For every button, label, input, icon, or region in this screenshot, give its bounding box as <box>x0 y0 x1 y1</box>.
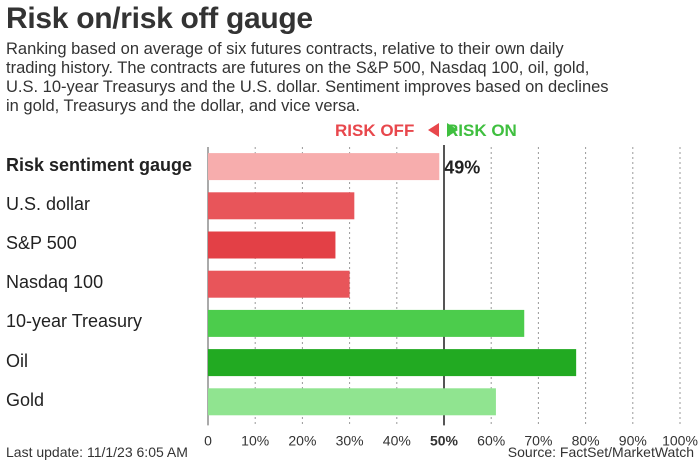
bar <box>208 231 336 259</box>
bar <box>208 192 355 220</box>
chart-subtitle: Ranking based on average of six futures … <box>6 40 696 116</box>
x-tick-label: 60% <box>477 432 505 448</box>
subtitle-line: U.S. 10-year Treasurys and the U.S. doll… <box>6 78 609 96</box>
x-tick-label: 0 <box>204 432 212 448</box>
x-tick-label: 20% <box>288 432 316 448</box>
subtitle-line: Ranking based on average of six futures … <box>6 40 564 58</box>
legend-risk-on: RISK ON <box>446 121 517 140</box>
x-tick-label: 70% <box>524 432 552 448</box>
source-note: Source: FactSet/MarketWatch <box>507 444 694 460</box>
category-label: Nasdaq 100 <box>6 272 104 293</box>
category-label: 10-year Treasury <box>6 311 143 332</box>
x-tick-label: 40% <box>383 432 411 448</box>
category-label: S&P 500 <box>6 233 77 253</box>
x-tick-label: 80% <box>572 432 600 448</box>
arrow-left-icon <box>428 123 439 137</box>
legend-risk-off: RISK OFF <box>335 121 415 140</box>
x-tick-label: 50% <box>430 432 459 448</box>
x-tick-label: 100% <box>662 432 698 448</box>
category-label: Gold <box>6 389 45 410</box>
subtitle-line: trading history. The contracts are futur… <box>6 59 590 77</box>
bar <box>208 388 496 416</box>
bar <box>208 309 525 337</box>
category-label: Oil <box>6 350 28 371</box>
subtitle-line: in gold, Treasurys and the dollar, and v… <box>6 97 361 115</box>
x-tick-label: 10% <box>241 432 269 448</box>
bar <box>208 153 440 181</box>
category-label: Risk sentiment gauge <box>6 154 193 175</box>
x-tick-label: 30% <box>336 432 364 448</box>
chart-title: Risk on/risk off gauge <box>6 2 313 35</box>
last-update: Last update: 11/1/23 6:05 AM <box>6 444 188 460</box>
category-label: U.S. dollar <box>6 193 91 214</box>
arrow-right-icon <box>447 123 458 137</box>
bar-value-label: 49% <box>444 158 480 178</box>
bar <box>208 270 350 298</box>
bar <box>208 349 577 377</box>
x-tick-label: 90% <box>619 432 647 448</box>
